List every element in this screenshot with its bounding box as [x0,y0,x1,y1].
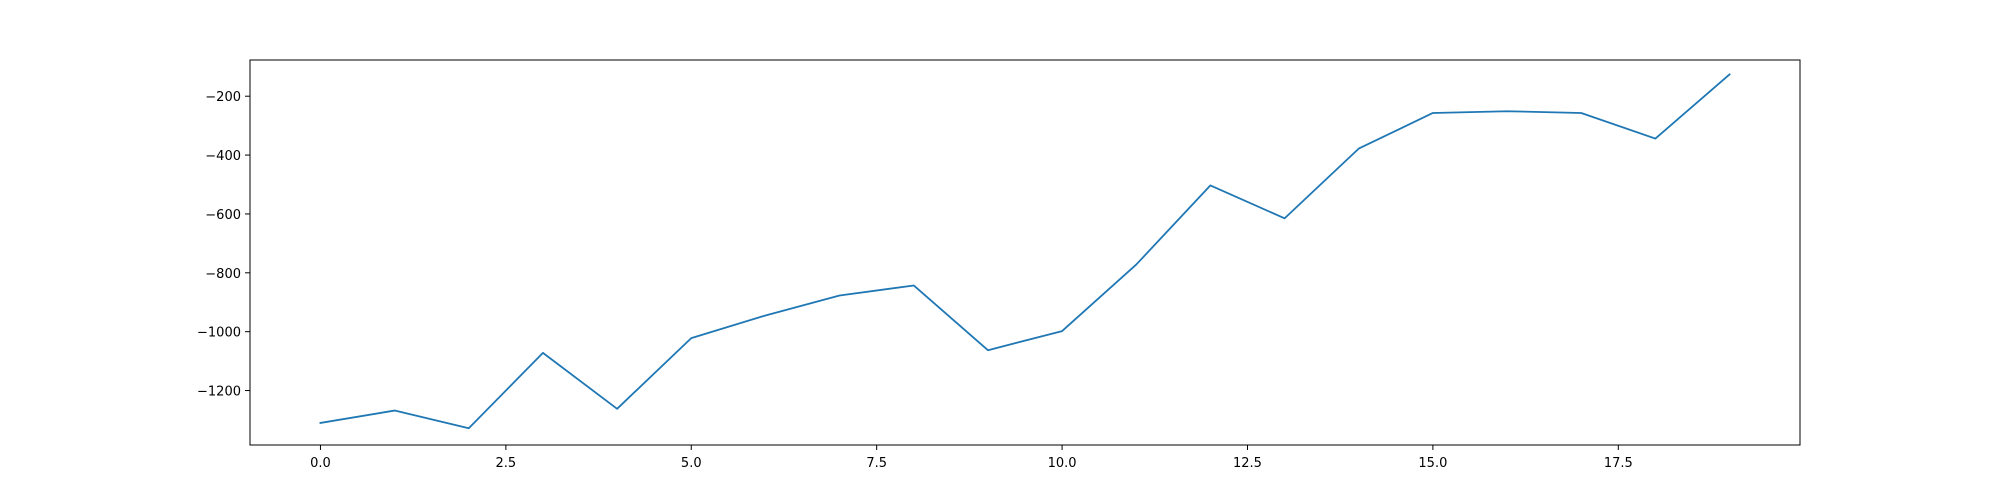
y-tick-label: −800 [205,267,241,282]
y-tick-label: −400 [205,149,241,164]
y-tick-label: −200 [205,90,241,105]
x-tick-label: 17.5 [1604,456,1633,471]
series-line [319,73,1731,430]
x-tick-label: 5.0 [681,456,702,471]
y-tick-label: −600 [205,208,241,223]
plot-area [250,60,1800,445]
x-tick-label: 7.5 [866,456,887,471]
y-tick-label: −1200 [197,385,241,400]
x-axis: 0.0 2.5 5.0 7.5 10.0 12.5 15.0 17.5 [310,445,1633,471]
x-tick-label: 2.5 [496,456,517,471]
x-tick-label: 0.0 [310,456,331,471]
x-tick-label: 10.0 [1048,456,1077,471]
series-layer [319,73,1731,430]
x-tick-label: 15.0 [1418,456,1447,471]
plot-frame [249,59,1801,446]
y-axis: −1200 −1000 −800 −600 −400 −200 [197,90,250,400]
x-tick-label: 12.5 [1233,456,1262,471]
y-tick-label: −1000 [197,326,241,341]
